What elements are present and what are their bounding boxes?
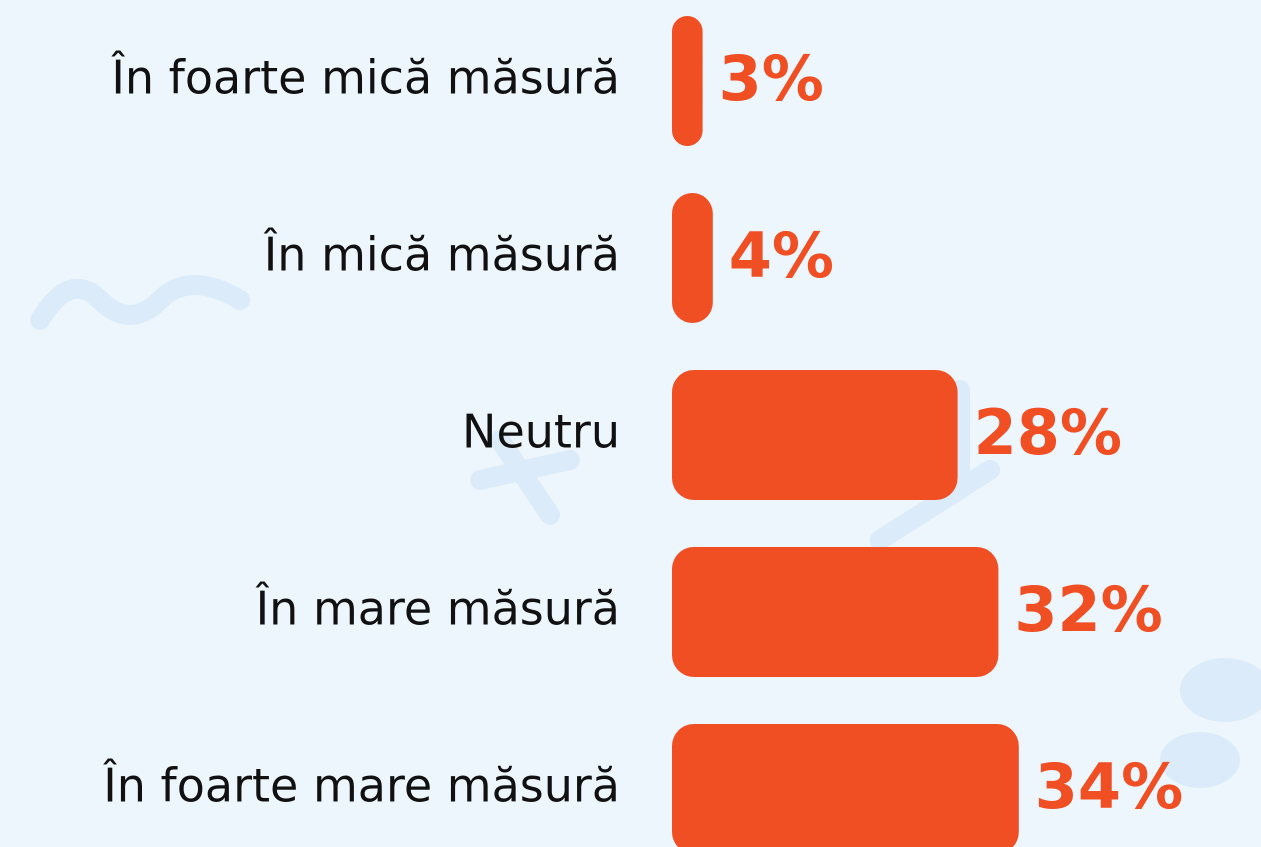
squiggle (40, 285, 240, 320)
category-label: Neutru (462, 405, 620, 459)
value-label: 4% (729, 219, 834, 292)
category-label: În mare măsură (255, 582, 620, 636)
decoration-dot (1180, 658, 1261, 722)
bar (672, 547, 998, 677)
value-label: 28% (974, 396, 1122, 469)
category-label: În foarte mare măsură (102, 759, 620, 813)
chart: În foarte mică măsură 3% În mică măsură 4% N… (0, 0, 1261, 847)
category-label: În foarte mică măsură (110, 51, 620, 105)
category-label: În mică măsură (263, 228, 620, 282)
bar (672, 724, 1019, 847)
plot-area: În foarte mică măsură 3% În mică măsură 4% N… (102, 16, 1183, 847)
value-label: 32% (1014, 573, 1162, 646)
value-label: 3% (719, 42, 824, 115)
value-label: 34% (1035, 750, 1183, 823)
bar (672, 193, 713, 323)
bar (672, 370, 958, 500)
page: În foarte mică măsură 3% În mică măsură 4% N… (0, 0, 1261, 847)
bar (672, 16, 703, 146)
